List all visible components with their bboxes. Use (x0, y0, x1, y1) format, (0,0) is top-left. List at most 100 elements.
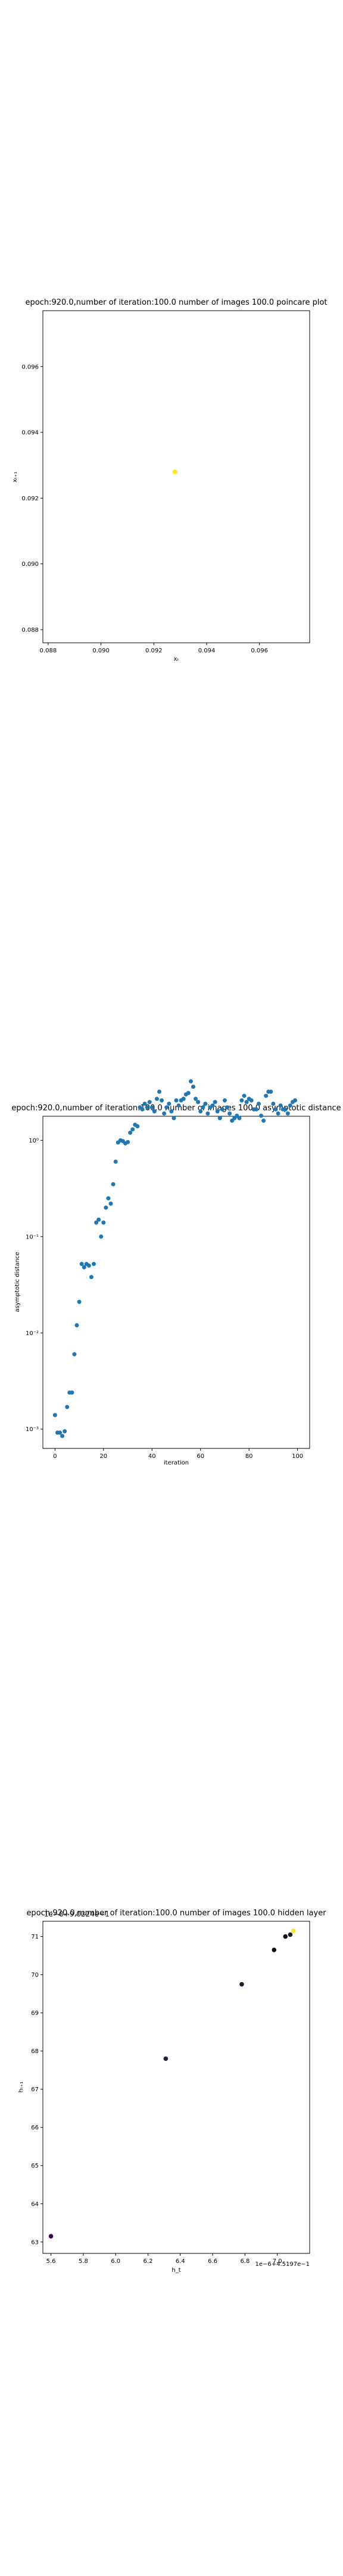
asymptotic-point (172, 1116, 176, 1120)
poincare-x-ticks: 0.088 0.090 0.092 0.094 0.096 (40, 643, 268, 654)
asymptotic-plot-frame (42, 1116, 310, 1449)
poincare-x-tick-label: 0.096 (251, 648, 268, 654)
asymptotic-point (201, 1105, 205, 1110)
asymptotic-x-ticks: 0 20 40 60 80 100 (53, 1448, 303, 1460)
asymptotic-point (203, 1101, 208, 1106)
asymptotic-point (94, 1220, 99, 1225)
hidden-layer-point (48, 2234, 54, 2238)
asymptotic-point (149, 1105, 154, 1110)
asymptotic-x-tick-label: 80 (245, 1453, 253, 1460)
asymptotic-point (188, 1079, 193, 1083)
asymptotic-x-tick-label: 100 (292, 1453, 303, 1460)
hidden-layer-y-tick-label: 66 (31, 2125, 39, 2131)
asymptotic-point (108, 1202, 113, 1206)
asymptotic-point (164, 1105, 169, 1110)
asymptotic-point (162, 1111, 167, 1116)
hidden-layer-x-tick-label: 6.8 (240, 2258, 250, 2265)
asymptotic-point (142, 1101, 147, 1106)
asymptotic-point (237, 1116, 242, 1120)
hidden-layer-points (48, 1928, 296, 2238)
hidden-layer-plot-frame (42, 1921, 310, 2254)
asymptotic-point (63, 1429, 67, 1433)
asymptotic-point (205, 1111, 210, 1116)
poincare-x-tick-label: 0.088 (40, 648, 57, 654)
asymptotic-x-tick-label: 0 (53, 1453, 57, 1460)
asymptotic-point (160, 1098, 164, 1103)
asymptotic-point (227, 1111, 232, 1116)
hidden-layer-x-ticks: 5.6 5.8 6.0 6.2 6.4 6.6 6.8 7.0 (46, 2253, 282, 2265)
asymptotic-point (271, 1101, 276, 1106)
asymptotic-point (52, 1413, 57, 1417)
asymptotic-point (70, 1390, 74, 1395)
asymptotic-y-ticks: 10⁻³ 10⁻² 10⁻¹ 10⁰ (26, 1138, 43, 1433)
asymptotic-point (130, 1127, 135, 1132)
asymptotic-point (293, 1098, 298, 1103)
asymptotic-point (249, 1098, 254, 1103)
poincare-chart: epoch:920.0,number of iteration:100.0 nu… (12, 298, 328, 662)
asymptotic-point (264, 1094, 269, 1098)
poincare-y-ticks: 0.088 0.090 0.092 0.094 0.096 (21, 364, 43, 633)
asymptotic-point (191, 1085, 196, 1089)
asymptotic-point (79, 1262, 84, 1267)
asymptotic-y-tick-label: 10⁻³ (26, 1426, 39, 1433)
asymptotic-point (96, 1217, 101, 1222)
asymptotic-point (254, 1107, 258, 1111)
asymptotic-point (106, 1196, 111, 1201)
hidden-layer-y-tick-label: 71 (31, 1934, 39, 1940)
asymptotic-distance-chart: epoch:920.0,number of iteration:100.0 nu… (11, 1079, 341, 1466)
asymptotic-point (215, 1109, 220, 1114)
asymptotic-point (82, 1265, 86, 1270)
asymptotic-point (86, 1263, 91, 1268)
asymptotic-points (52, 1079, 298, 1438)
asymptotic-point (92, 1262, 96, 1267)
asymptotic-point (113, 1159, 118, 1164)
hidden-layer-title: epoch:920.0,number of iteration:100.0 nu… (26, 1909, 326, 1918)
asymptotic-point (89, 1275, 93, 1280)
asymptotic-point (126, 1140, 130, 1144)
poincare-y-axis-label: xₜ₊₁ (12, 472, 18, 482)
asymptotic-point (181, 1097, 186, 1101)
asymptotic-point (186, 1091, 191, 1095)
asymptotic-point (135, 1124, 140, 1129)
hidden-layer-point (291, 1928, 296, 1933)
asymptotic-point (157, 1089, 161, 1094)
asymptotic-point (259, 1113, 264, 1118)
asymptotic-point (104, 1205, 108, 1210)
asymptotic-point (217, 1116, 222, 1120)
hidden-layer-y-tick-label: 64 (31, 2201, 39, 2207)
asymptotic-point (198, 1109, 203, 1114)
asymptotic-x-tick-label: 20 (99, 1453, 107, 1460)
hidden-layer-point (288, 1932, 293, 1937)
hidden-layer-y-tick-label: 65 (31, 2163, 39, 2169)
poincare-y-tick-label: 0.088 (21, 627, 39, 633)
hidden-layer-x-offset-label: 1e−6+4.5197e−1 (255, 2261, 310, 2268)
asymptotic-point (111, 1182, 116, 1187)
asymptotic-point (169, 1109, 174, 1114)
poincare-y-tick-label: 0.094 (21, 430, 39, 436)
asymptotic-point (239, 1098, 244, 1103)
asymptotic-point (167, 1101, 172, 1106)
asymptotic-point (196, 1100, 201, 1104)
poincare-points (172, 469, 177, 475)
hidden-layer-y-tick-label: 67 (31, 2086, 39, 2093)
asymptotic-point (244, 1100, 249, 1104)
asymptotic-point (176, 1103, 181, 1108)
asymptotic-point (213, 1100, 217, 1104)
asymptotic-point (269, 1089, 273, 1094)
asymptotic-point (242, 1094, 247, 1098)
hidden-layer-x-tick-label: 6.6 (208, 2258, 217, 2265)
asymptotic-point (145, 1105, 149, 1110)
asymptotic-point (256, 1101, 261, 1106)
asymptotic-point (58, 1431, 63, 1435)
hidden-layer-x-tick-label: 6.2 (144, 2258, 153, 2265)
asymptotic-point (174, 1098, 179, 1103)
asymptotic-point (283, 1107, 288, 1111)
asymptotic-x-tick-label: 60 (197, 1453, 204, 1460)
asymptotic-point (65, 1405, 70, 1410)
hidden-layer-y-tick-label: 63 (31, 2239, 39, 2246)
poincare-y-tick-label: 0.096 (21, 364, 39, 370)
asymptotic-point (74, 1323, 79, 1327)
asymptotic-point (278, 1103, 283, 1108)
hidden-layer-x-tick-label: 5.8 (79, 2258, 88, 2265)
